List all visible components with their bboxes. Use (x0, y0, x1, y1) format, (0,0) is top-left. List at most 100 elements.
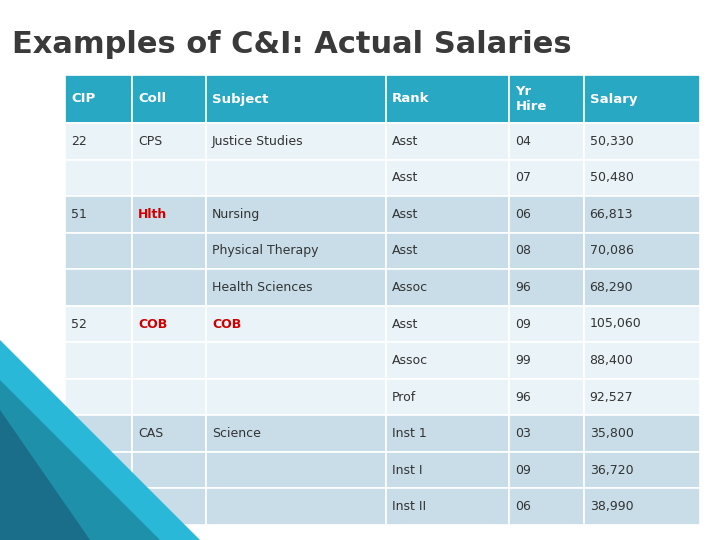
Text: CPS: CPS (138, 135, 162, 148)
Bar (584, 489, 700, 525)
Polygon shape (0, 410, 90, 540)
Text: Asst: Asst (392, 171, 418, 184)
Bar (386, 75, 510, 123)
Text: Salary: Salary (590, 92, 637, 105)
Bar (584, 196, 700, 233)
Text: 52: 52 (71, 318, 87, 330)
Bar (386, 159, 510, 196)
Bar (206, 75, 386, 123)
Text: 50,330: 50,330 (590, 135, 634, 148)
Bar (65, 233, 132, 269)
Text: 38,990: 38,990 (590, 500, 633, 513)
Bar (65, 75, 132, 123)
Bar (65, 379, 132, 415)
Bar (65, 159, 132, 196)
Text: 08: 08 (516, 245, 531, 258)
Bar (206, 269, 386, 306)
Text: Subject: Subject (212, 92, 269, 105)
Text: Health Sciences: Health Sciences (212, 281, 312, 294)
Bar (386, 196, 510, 233)
Bar (584, 159, 700, 196)
Bar (65, 415, 132, 452)
Text: Assoc: Assoc (392, 281, 428, 294)
Bar (206, 415, 386, 452)
Text: CAS: CAS (138, 427, 163, 440)
Bar (206, 379, 386, 415)
Text: 09: 09 (516, 464, 531, 477)
Bar (206, 159, 386, 196)
Bar (65, 306, 132, 342)
Bar (206, 233, 386, 269)
Text: 66,813: 66,813 (590, 208, 633, 221)
Text: Justice Studies: Justice Studies (212, 135, 304, 148)
Bar (65, 452, 132, 489)
Bar (132, 342, 206, 379)
Text: Inst I: Inst I (392, 464, 423, 477)
Bar (65, 123, 132, 159)
Bar (132, 196, 206, 233)
Text: 06: 06 (516, 500, 531, 513)
Bar (510, 269, 584, 306)
Text: 50,480: 50,480 (590, 171, 634, 184)
Text: 70,086: 70,086 (590, 245, 634, 258)
Text: Asst: Asst (392, 245, 418, 258)
Polygon shape (0, 380, 160, 540)
Text: 99: 99 (516, 354, 531, 367)
Bar (510, 233, 584, 269)
Bar (0, 75, 65, 525)
Bar (206, 342, 386, 379)
Text: Inst II: Inst II (392, 500, 426, 513)
Bar (510, 159, 584, 196)
Bar (386, 379, 510, 415)
Text: 96: 96 (516, 390, 531, 403)
Text: 92,527: 92,527 (590, 390, 633, 403)
Bar (65, 342, 132, 379)
Bar (386, 123, 510, 159)
Bar (132, 379, 206, 415)
Bar (206, 123, 386, 159)
Bar (65, 196, 132, 233)
Text: Asst: Asst (392, 208, 418, 221)
Text: Prof: Prof (392, 390, 416, 403)
Bar (510, 196, 584, 233)
Bar (510, 489, 584, 525)
Bar (584, 306, 700, 342)
Polygon shape (0, 340, 200, 540)
Bar (584, 415, 700, 452)
Text: 06: 06 (516, 208, 531, 221)
Bar (132, 123, 206, 159)
Text: 27: 27 (71, 427, 87, 440)
Bar (206, 196, 386, 233)
Bar (510, 123, 584, 159)
Bar (132, 233, 206, 269)
Text: Physical Therapy: Physical Therapy (212, 245, 319, 258)
Bar (584, 233, 700, 269)
Bar (132, 415, 206, 452)
Text: Nursing: Nursing (212, 208, 261, 221)
Text: 51: 51 (71, 208, 87, 221)
Text: 22: 22 (71, 135, 86, 148)
Bar (584, 452, 700, 489)
Bar (584, 379, 700, 415)
Bar (510, 452, 584, 489)
Bar (132, 489, 206, 525)
Text: 105,060: 105,060 (590, 318, 642, 330)
Text: 03: 03 (516, 427, 531, 440)
Bar (132, 75, 206, 123)
Bar (65, 269, 132, 306)
Text: Coll: Coll (138, 92, 166, 105)
Text: Science: Science (212, 427, 261, 440)
Bar (132, 452, 206, 489)
Bar (510, 342, 584, 379)
Text: Hlth: Hlth (138, 208, 167, 221)
Bar (132, 269, 206, 306)
Bar (132, 159, 206, 196)
Text: Asst: Asst (392, 318, 418, 330)
Bar (65, 489, 132, 525)
Bar (510, 75, 584, 123)
Text: 88,400: 88,400 (590, 354, 634, 367)
Text: Asst: Asst (392, 135, 418, 148)
Bar (206, 489, 386, 525)
Bar (386, 489, 510, 525)
Bar (206, 452, 386, 489)
